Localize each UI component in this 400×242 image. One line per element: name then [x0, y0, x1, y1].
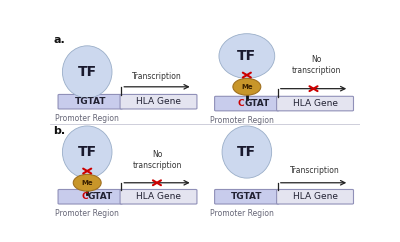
Text: GTAT: GTAT [88, 192, 113, 201]
FancyBboxPatch shape [277, 96, 354, 111]
Text: Me: Me [241, 84, 253, 90]
Text: TF: TF [237, 49, 256, 63]
Text: HLA Gene: HLA Gene [136, 192, 181, 201]
FancyBboxPatch shape [120, 189, 197, 204]
Text: GTAT: GTAT [244, 99, 270, 108]
FancyBboxPatch shape [215, 96, 279, 111]
Text: TF: TF [78, 65, 97, 79]
Text: TF: TF [78, 145, 97, 159]
Text: Me: Me [81, 180, 93, 186]
Text: Promoter Region: Promoter Region [55, 209, 119, 218]
Text: b.: b. [53, 126, 65, 136]
Ellipse shape [62, 126, 112, 178]
Circle shape [233, 78, 261, 95]
FancyBboxPatch shape [58, 94, 122, 109]
Text: No
transcription: No transcription [292, 55, 341, 75]
Text: HLA Gene: HLA Gene [136, 97, 181, 106]
FancyBboxPatch shape [58, 189, 122, 204]
Ellipse shape [222, 126, 272, 178]
Text: No
transcription: No transcription [132, 150, 182, 170]
Text: C: C [238, 99, 244, 108]
Text: HLA Gene: HLA Gene [292, 99, 338, 108]
Text: C: C [81, 192, 88, 201]
Circle shape [73, 174, 101, 191]
Text: Transcription: Transcription [290, 166, 340, 175]
FancyBboxPatch shape [120, 94, 197, 109]
Ellipse shape [219, 34, 275, 78]
Ellipse shape [62, 46, 112, 98]
Text: a.: a. [53, 35, 65, 45]
Text: TGTAT: TGTAT [74, 97, 106, 106]
Text: Transcription: Transcription [132, 72, 182, 81]
Text: HLA Gene: HLA Gene [292, 192, 338, 201]
Text: Promoter Region: Promoter Region [210, 209, 274, 218]
Text: TF: TF [237, 145, 256, 159]
FancyBboxPatch shape [277, 189, 354, 204]
Text: Promoter Region: Promoter Region [55, 114, 119, 123]
FancyBboxPatch shape [215, 189, 279, 204]
Text: TGTAT: TGTAT [231, 192, 263, 201]
Text: Promoter Region: Promoter Region [210, 116, 274, 125]
